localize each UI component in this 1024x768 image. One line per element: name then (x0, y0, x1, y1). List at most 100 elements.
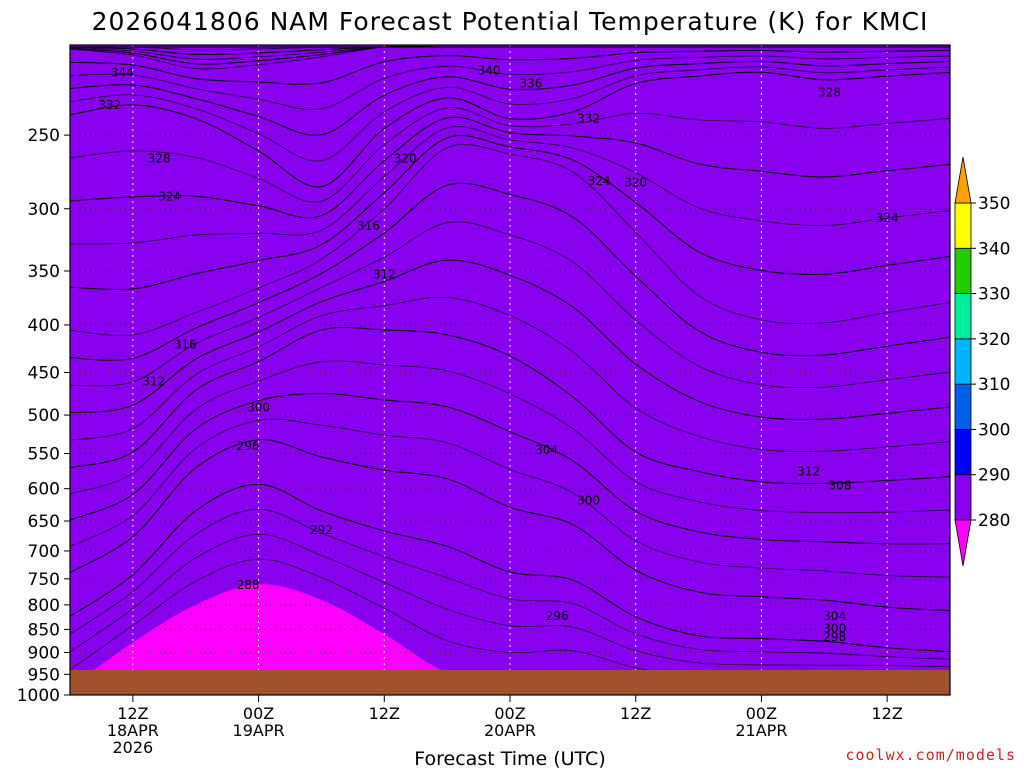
contour-line (70, 144, 950, 336)
contour-label: 320 (624, 175, 647, 189)
contour-label: 296 (546, 609, 569, 623)
contour-line (70, 418, 950, 578)
colorbar-segment (954, 338, 972, 385)
colorbar-label: 300 (978, 420, 1010, 440)
contour-line (70, 533, 950, 668)
colorbar-under-arrow (954, 519, 972, 567)
contour-label: 332 (577, 112, 600, 126)
colorbar-over-arrow (954, 156, 972, 204)
contour-line (70, 182, 950, 361)
contour-line (70, 483, 950, 653)
contour-label: 320 (394, 152, 417, 166)
colorbar-label: 330 (978, 285, 1010, 305)
x-tick-label: 19APR (233, 721, 285, 740)
y-tick-label: 750 (28, 570, 60, 590)
contour-line (70, 360, 950, 513)
contour-label: 300 (577, 494, 600, 508)
y-tick-label: 800 (28, 596, 60, 616)
ground-surface (70, 670, 950, 695)
contour-line (70, 221, 950, 389)
y-tick-label: 550 (28, 445, 60, 465)
contour-line (70, 439, 950, 612)
contour-label: 316 (174, 338, 197, 352)
x-tick-label: 12Z (117, 704, 148, 723)
x-tick-label: 00Z (746, 704, 777, 723)
gridlines (70, 45, 950, 670)
contour-label: 332 (98, 98, 121, 112)
contour-label: 298 (823, 630, 846, 644)
contour-line (70, 49, 950, 85)
y-tick-label: 600 (28, 480, 60, 500)
y-tick-label: 900 (28, 643, 60, 663)
colorbar-label: 290 (978, 466, 1010, 486)
x-tick-label: 21APR (735, 721, 787, 740)
contour-line (70, 66, 950, 162)
contour-label: 308 (829, 478, 852, 492)
colorbar-label: 350 (978, 194, 1010, 214)
contour-line (70, 116, 950, 219)
contour-label: 312 (142, 374, 165, 388)
colorbar-segment (954, 383, 972, 430)
x-tick-label: 00Z (243, 704, 274, 723)
contour-label: 340 (478, 63, 501, 77)
contour-line (70, 107, 950, 203)
contour-line (70, 126, 950, 245)
y-tick-label: 450 (28, 364, 60, 384)
colorbar-segment (954, 474, 972, 521)
contour-label: 304 (535, 443, 558, 457)
contour-line (70, 296, 950, 452)
contour-line (70, 326, 950, 484)
contour-label: 328 (818, 86, 841, 100)
y-tick-label: 500 (28, 406, 60, 426)
contour-label: 300 (823, 621, 846, 635)
colorbar-label: 310 (978, 375, 1010, 395)
colorbar-segment (954, 202, 972, 249)
x-axis-title: Forecast Time (UTC) (414, 748, 605, 768)
plot-area: 344 340 336 332 332 328 328 324 324 320 320 324 316 3… (70, 45, 950, 670)
contour-line (70, 60, 950, 136)
y-tick-label: 700 (28, 542, 60, 562)
contour-label: 292 (310, 523, 333, 537)
x-tick-label: 12Z (369, 704, 400, 723)
y-tick-label: 650 (28, 512, 60, 532)
colorbar-segment (954, 293, 972, 340)
contour-label: 344 (111, 65, 134, 79)
x-tick-label: 18APR (107, 721, 159, 740)
x-tick-label: 12Z (620, 704, 651, 723)
colorbar-segment (954, 247, 972, 294)
contour-label: 316 (357, 219, 380, 233)
y-axis: 250 300 350 400 450 500 550 600 650 700 750 800 850 9… (17, 126, 70, 706)
x-tick-label: 20APR (484, 721, 536, 740)
contour-label: 288 (237, 578, 260, 592)
y-tick-label: 350 (28, 262, 60, 282)
colorbar-label: 320 (978, 330, 1010, 350)
credit-text: coolwx.com/models (845, 746, 1016, 764)
y-tick-label: 300 (28, 200, 60, 220)
contour-line (70, 558, 650, 670)
x-tick-label: 00Z (494, 704, 525, 723)
contour-line (70, 259, 950, 421)
x-tick-label: 12Z (871, 704, 902, 723)
colorbar-segment (954, 429, 972, 476)
contour-label: 324 (158, 189, 181, 203)
contour-label: 328 (148, 152, 171, 166)
contour-labels: 344 340 336 332 332 328 328 324 324 320 320 324 316 3… (98, 63, 898, 643)
contour-label: 312 (797, 465, 820, 479)
contour-label: 336 (519, 76, 542, 90)
contour-label: 324 (876, 211, 899, 225)
contour-label: 300 (247, 401, 270, 415)
contour-label: 312 (373, 267, 396, 281)
contour-line (70, 71, 950, 188)
contour-line (70, 55, 950, 110)
contour-lines (70, 45, 950, 670)
y-tick-label: 950 (28, 665, 60, 685)
y-tick-label: 250 (28, 126, 60, 146)
contour-label: 324 (588, 174, 611, 188)
contour-line (70, 135, 950, 291)
y-tick-label: 850 (28, 620, 60, 640)
contour-line (70, 392, 950, 545)
y-tick-label: 1000 (17, 686, 60, 706)
contour-line (70, 508, 950, 660)
